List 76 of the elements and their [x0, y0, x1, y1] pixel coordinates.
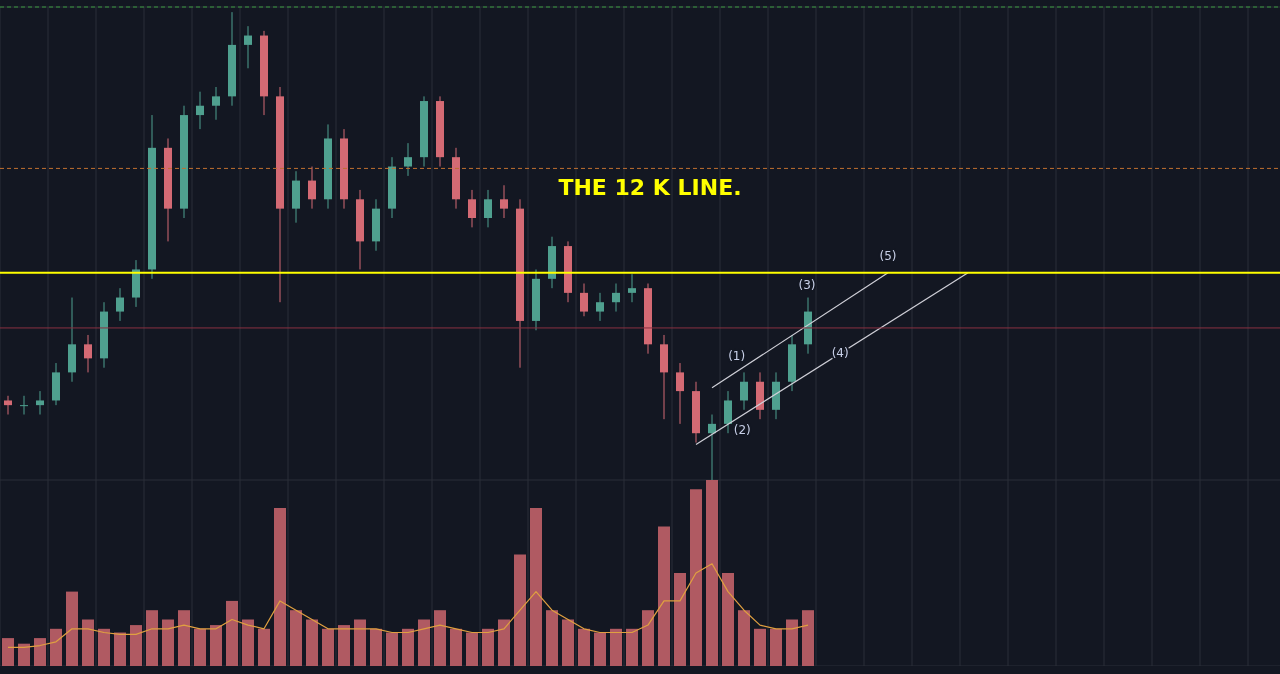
bar — [450, 628, 462, 666]
bar — [626, 628, 638, 666]
candlestick — [580, 283, 588, 317]
bar — [786, 619, 798, 666]
bar — [258, 628, 270, 666]
bar — [402, 628, 414, 666]
bar — [226, 600, 238, 666]
candlestick — [724, 390, 732, 434]
bar — [210, 625, 222, 666]
candlestick — [740, 371, 748, 411]
bar — [98, 628, 110, 666]
bar — [546, 610, 558, 666]
bar — [242, 619, 254, 666]
bar — [354, 619, 366, 666]
bar — [722, 573, 734, 666]
bar — [274, 507, 286, 666]
bar — [610, 628, 622, 666]
bar — [658, 526, 670, 666]
annotation: (3) — [798, 278, 816, 293]
bar — [82, 619, 94, 666]
candlestick — [708, 414, 716, 480]
bar — [34, 638, 46, 666]
bar — [50, 628, 62, 666]
candlestick — [308, 166, 316, 210]
bar — [2, 638, 14, 666]
candlestick — [468, 189, 476, 228]
candlestick — [244, 25, 252, 69]
bar — [802, 610, 814, 666]
bar — [498, 619, 510, 666]
bar — [162, 619, 174, 666]
annotation: (1) — [728, 349, 746, 364]
bar — [514, 554, 526, 666]
bar — [18, 643, 30, 666]
bar — [738, 610, 750, 666]
ref-line-label: THE 12 K LINE. — [558, 174, 742, 200]
candlestick — [612, 283, 620, 313]
bar — [386, 632, 398, 666]
bar — [578, 628, 590, 666]
bar — [146, 610, 158, 666]
bar — [674, 573, 686, 666]
annotation: (5) — [879, 249, 897, 264]
candlestick — [116, 287, 124, 322]
bar — [178, 610, 190, 666]
bar — [690, 489, 702, 666]
candlestick — [596, 292, 604, 322]
annotation: (2) — [733, 422, 751, 437]
bar — [754, 628, 766, 666]
bar — [370, 628, 382, 666]
bar — [338, 625, 350, 666]
candlestick — [4, 395, 12, 415]
bar — [642, 610, 654, 666]
bar — [770, 628, 782, 666]
bar — [306, 619, 318, 666]
bar — [290, 610, 302, 666]
candlestick — [500, 184, 508, 219]
candlestick — [20, 395, 28, 415]
candlestick — [404, 142, 412, 177]
candlestick — [628, 273, 636, 303]
bar — [562, 619, 574, 666]
candlestick — [484, 189, 492, 228]
candlestick — [84, 334, 92, 373]
candlestick — [676, 362, 684, 425]
bar — [130, 625, 142, 666]
candlestick — [196, 91, 204, 130]
bar — [114, 632, 126, 666]
bar — [418, 619, 430, 666]
bar — [466, 632, 478, 666]
bar — [594, 632, 606, 666]
bar — [434, 610, 446, 666]
bar — [482, 628, 494, 666]
bar — [66, 591, 78, 666]
candlestick — [212, 86, 220, 121]
bar — [530, 507, 542, 666]
candlestick — [36, 390, 44, 415]
bar — [322, 628, 334, 666]
bar — [194, 628, 206, 666]
